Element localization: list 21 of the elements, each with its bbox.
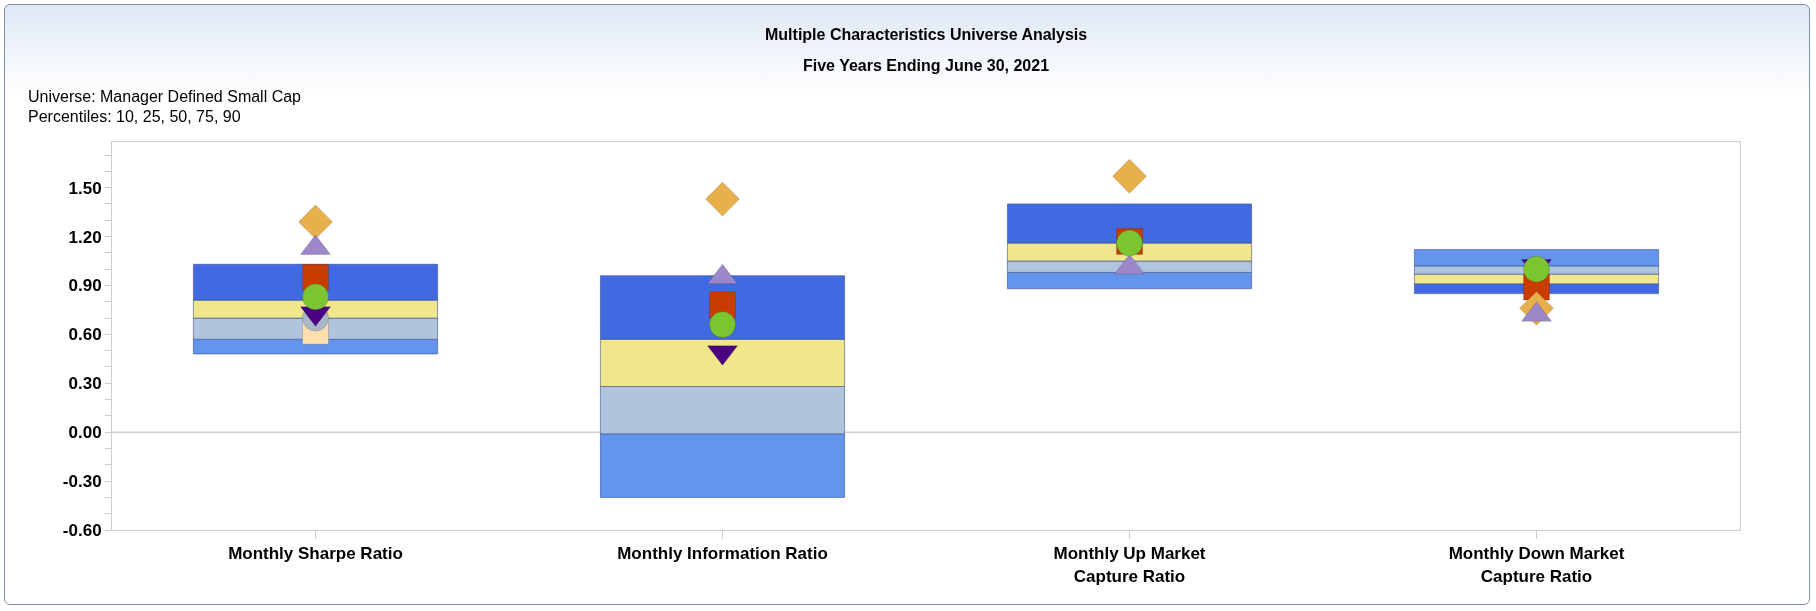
point: [298, 204, 333, 240]
point: [1112, 158, 1147, 194]
chart-title: Multiple Characteristics Universe Analysis: [765, 26, 1088, 43]
text: Universe: Manager Defined Small Cap: [28, 88, 302, 105]
y-tick-label: -0.30: [62, 472, 102, 492]
x-tick-label: Monthly Information Ratio: [617, 544, 828, 564]
x-tick-label: Monthly Up Market Capture Ratio: [1053, 544, 1206, 586]
point: [705, 181, 740, 217]
x-tick-label: Monthly Sharpe Ratio: [228, 544, 403, 564]
x-tick-label: Monthly Down Market Capture Ratio: [1448, 544, 1625, 586]
point: [302, 283, 329, 311]
text: Percentiles: 10, 25, 50, 75, 90: [28, 108, 241, 125]
y-tick-label: 0.60: [68, 325, 102, 345]
y-tick-label: 1.20: [68, 227, 102, 247]
y-tick-label: -0.60: [62, 520, 102, 540]
y-tick-label: 1.50: [68, 178, 102, 198]
y-tick-label: 0.30: [68, 374, 102, 394]
point: [709, 311, 736, 339]
y-tick-label: 0.90: [68, 276, 102, 296]
chart-subtitle: Five Years Ending June 30, 2021: [803, 57, 1050, 74]
y-tick-label: 0.00: [68, 423, 102, 443]
